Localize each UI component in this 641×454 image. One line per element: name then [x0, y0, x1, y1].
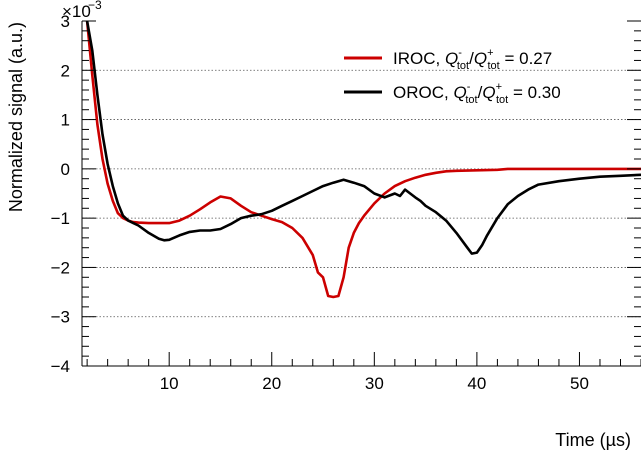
- y-tick-label: −1: [51, 209, 70, 228]
- y-tick-label: 2: [61, 61, 70, 80]
- y-tick-label: −2: [51, 258, 70, 277]
- x-tick-label: 20: [262, 374, 281, 393]
- gridlines: [82, 69, 641, 318]
- plot-frame: [81, 21, 641, 367]
- y-tick-label: −4: [51, 357, 70, 376]
- axis-ticks: [82, 20, 641, 367]
- y-exponent: ×10 −3: [62, 0, 102, 21]
- tick-labels: −4 −3 −2 −1 0 1 2 3 10 20 30 40 50: [51, 12, 589, 393]
- x-tick-label: 40: [467, 374, 486, 393]
- y-exponent-power: −3: [88, 0, 102, 12]
- x-tick-label: 50: [570, 374, 589, 393]
- x-tick-label: 30: [365, 374, 384, 393]
- series-line-oroc: [85, 20, 641, 255]
- series-lines: [85, 20, 641, 299]
- y-tick-label: 1: [61, 111, 70, 130]
- x-tick-label: 10: [160, 374, 179, 393]
- legend-label-oroc: OROC, Q-tot/Q+ tot = 0.30: [393, 81, 561, 106]
- y-axis-title: Normalized signal (a.u.): [6, 22, 26, 212]
- x-axis-title: Time (µs): [555, 430, 631, 450]
- series-line-iroc: [85, 20, 641, 299]
- y-tick-label: 0: [61, 160, 70, 179]
- y-tick-label: −3: [51, 308, 70, 327]
- legend-label-iroc: IROC, Q-tot/Q+ tot = 0.27: [393, 47, 552, 72]
- y-exponent-base: ×10: [62, 2, 91, 21]
- legend: IROC, Q-tot/Q+ tot = 0.27 OROC, Q-tot/Q+ to…: [344, 47, 561, 106]
- y-tick-label: 3: [61, 12, 70, 31]
